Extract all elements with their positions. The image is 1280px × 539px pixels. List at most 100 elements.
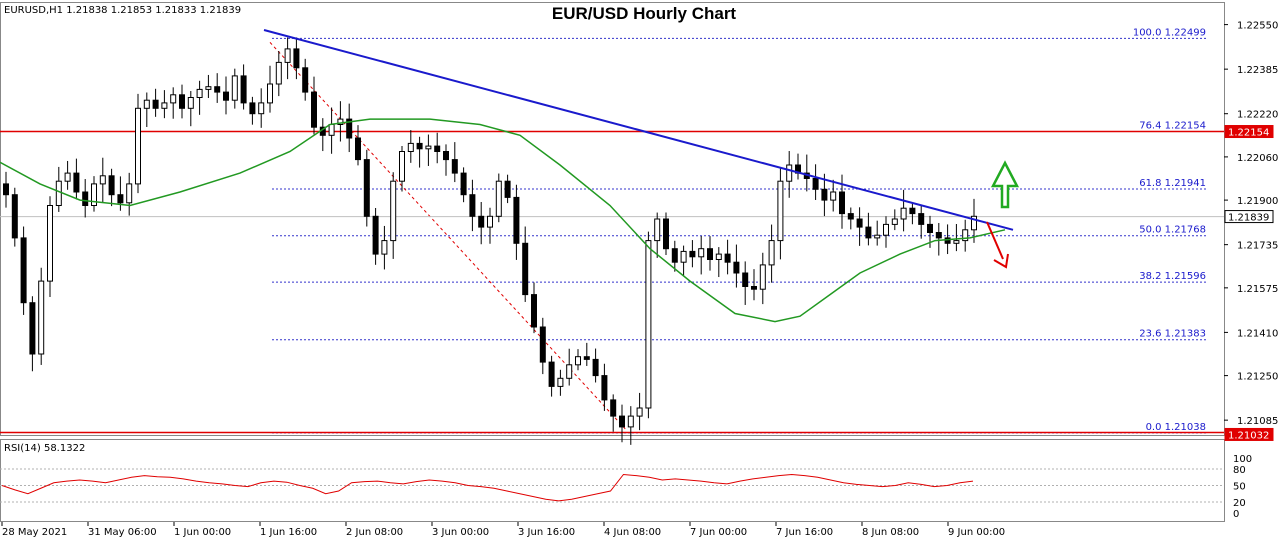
candle-body <box>724 253 731 263</box>
candle-body <box>821 188 828 201</box>
candle-body <box>258 102 265 115</box>
candle-body <box>38 280 45 355</box>
candle-body <box>935 232 942 239</box>
time-tick-label: 1 Jun 16:00 <box>260 527 317 538</box>
rsi-line <box>1 473 974 502</box>
rsi-label: RSI(14) 58.1322 <box>4 443 85 454</box>
candle-body <box>856 218 863 228</box>
bearish-trendline <box>263 29 1014 231</box>
candle-body <box>214 86 221 93</box>
candle-body <box>205 86 212 90</box>
candle-body <box>187 97 194 109</box>
time-tick-label: 28 May 2021 <box>2 527 67 538</box>
candle-body <box>962 229 969 242</box>
candle-body <box>627 415 634 428</box>
candle-body <box>302 67 309 93</box>
candle-body <box>918 213 925 225</box>
support-price-tag-box <box>1224 427 1274 441</box>
candle-body <box>451 159 458 174</box>
candle-body <box>671 248 678 263</box>
fib-level-label: 61.8 1.21941 <box>1139 178 1206 189</box>
moving-average-layer <box>0 118 1006 323</box>
candle-body <box>953 240 960 244</box>
chart-title: EUR/USD Hourly Chart <box>552 4 737 23</box>
candle-body <box>601 375 608 401</box>
symbol-info: EURUSD,H1 1.21838 1.21853 1.21833 1.2183… <box>4 5 241 16</box>
time-tick-label: 7 Jun 16:00 <box>776 527 833 538</box>
time-tick-label: 9 Jun 00:00 <box>948 527 1005 538</box>
candle-body <box>715 253 722 261</box>
candle-body <box>47 205 53 282</box>
support-price-tag-label: 1.21032 <box>1228 430 1269 441</box>
candle-body <box>55 180 62 206</box>
candle-body <box>839 191 845 215</box>
bearish-arrow-shaft <box>986 221 1004 260</box>
candle-body <box>99 175 106 185</box>
candle-body <box>909 207 916 215</box>
time-axis: 28 May 2021 31 May 06:00 1 Jun 00:00 1 Jun … <box>1 522 1005 538</box>
price-tick-label: 1.21735 <box>1237 241 1278 252</box>
candle-body <box>460 172 467 196</box>
price-tick-label: 1.22060 <box>1237 153 1278 164</box>
candle-body <box>971 215 977 231</box>
candle-body <box>161 102 168 109</box>
candle-body <box>566 364 573 379</box>
time-tick-label: 1 Jun 00:00 <box>174 527 231 538</box>
bullish-arrow-icon <box>990 160 1020 209</box>
price-tick-label: 1.21900 <box>1237 196 1278 207</box>
candle-body <box>152 99 159 109</box>
candle-body <box>363 159 370 217</box>
candle-body <box>249 102 256 115</box>
candle-body <box>742 272 749 287</box>
horizontal-levels <box>0 130 1224 434</box>
candle-body <box>117 194 124 204</box>
price-tick-label: 1.22220 <box>1237 110 1278 121</box>
candle-body <box>311 91 317 128</box>
candle-body <box>284 48 291 63</box>
candle-body <box>557 377 564 387</box>
candle-body <box>223 91 229 101</box>
candle-body <box>751 286 757 290</box>
candle-body <box>64 172 71 182</box>
time-tick-label: 4 Jun 08:00 <box>604 527 661 538</box>
candle-body <box>513 196 520 244</box>
time-tick-label: 31 May 06:00 <box>88 527 157 538</box>
candle-body <box>267 83 273 104</box>
candle-body <box>135 107 141 185</box>
fib-levels: 100.0 1.22499 76.4 1.22154 61.8 1.21941 50.… <box>269 27 1208 434</box>
candle-body <box>592 358 599 377</box>
candle-body <box>240 75 247 104</box>
candle-body <box>619 415 625 428</box>
candle-body <box>777 180 784 242</box>
candle-body <box>478 215 485 228</box>
candle-body <box>883 223 889 236</box>
candle-body <box>231 75 238 101</box>
candle-body <box>179 94 185 109</box>
candle-body <box>663 218 669 250</box>
candle-body <box>733 261 740 274</box>
price-tick-label: 1.22385 <box>1237 65 1278 76</box>
time-tick-label: 3 Jun 00:00 <box>432 527 489 538</box>
fib-level-label: 50.0 1.21768 <box>1139 225 1206 236</box>
candle-body <box>575 356 581 366</box>
candle-body <box>865 226 872 239</box>
candle-body <box>636 407 643 417</box>
candlesticks <box>3 37 977 445</box>
candle-body <box>170 94 177 104</box>
candle-body <box>11 194 18 239</box>
candle-body <box>425 145 432 150</box>
candle-body <box>645 240 652 409</box>
candle-body <box>434 145 441 153</box>
candle-body <box>927 223 933 233</box>
candle-body <box>698 248 705 258</box>
candle-body <box>847 213 854 220</box>
time-tick-label: 8 Jun 08:00 <box>862 527 919 538</box>
candle-body <box>583 356 590 360</box>
candle-body <box>786 164 793 182</box>
candle-body <box>900 207 907 220</box>
candle-body <box>3 183 9 196</box>
candle-body <box>812 178 819 190</box>
candle-body <box>82 191 89 206</box>
